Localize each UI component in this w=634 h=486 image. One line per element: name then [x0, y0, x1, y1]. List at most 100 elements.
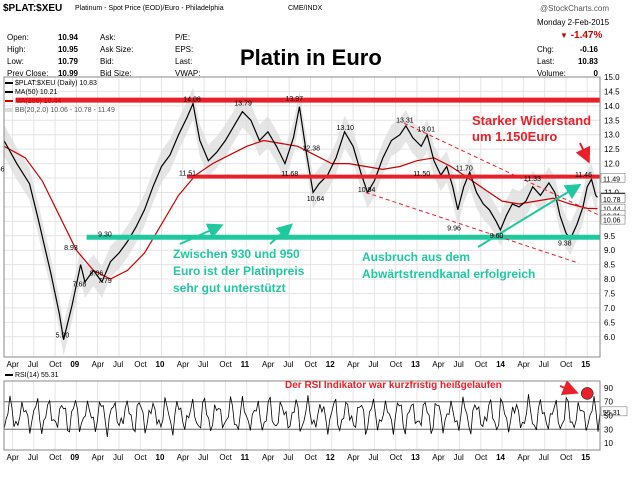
x-tick-label: 09: [70, 360, 79, 369]
x-tick-label: Apr: [92, 360, 105, 369]
price-label: 9.30: [98, 232, 112, 239]
legend-ma200-label: MA(200) 10.44: [14, 98, 62, 105]
quote-value-col1: 10.99: [57, 69, 78, 78]
x-tick-label: Oct: [134, 360, 147, 369]
y-tick-label: 7.5: [604, 289, 616, 298]
chart-description: Platinum - Spot Price (EOD)/Euro - Phila…: [75, 5, 224, 12]
right-scale-box: [600, 173, 626, 183]
quote-label-col2: Ask:: [100, 33, 116, 42]
rsi-value-box: [600, 406, 628, 417]
downtrend-channel-upper: [403, 122, 601, 217]
resistance-arrow: [575, 142, 591, 164]
rsi-x-tick-label: Apr: [432, 453, 445, 462]
rsi-x-tick-label: 09: [70, 453, 79, 462]
quote-value-right: -0.16: [579, 45, 598, 54]
price-label: 5.90: [56, 333, 70, 340]
y-tick-label: 12.5: [604, 145, 620, 154]
rsi-x-tick-label: 14: [496, 453, 505, 462]
rsi-x-tick-label: Jul: [198, 453, 208, 462]
x-tick-label: Jul: [539, 360, 549, 369]
quote-label-col3: P/E:: [175, 33, 191, 42]
x-tick-label: Jul: [283, 360, 293, 369]
rsi-x-tick-label: Apr: [7, 453, 20, 462]
x-tick-label: 15: [581, 360, 590, 369]
rsi-panel: 55.31: [3, 380, 628, 438]
rsi-x-tick-label: Oct: [134, 453, 147, 462]
price-label: 13.31: [396, 118, 414, 125]
x-tick-label: Oct: [49, 360, 62, 369]
price-label: 8.93: [64, 245, 78, 252]
rsi-x-tick-label: Jul: [283, 453, 293, 462]
price-label: 7.68: [73, 281, 87, 288]
rsi-y-tick-label: 50: [604, 412, 613, 421]
rsi-x-tick-label: Apr: [92, 453, 105, 462]
price-label: 11.68: [281, 171, 298, 178]
y-tick-label: 9.0: [604, 246, 616, 255]
rsi-line: [3, 394, 601, 438]
rsi-x-tick-label: Oct: [305, 453, 318, 462]
rsi-x-tick-label: Oct: [49, 453, 62, 462]
price-label: 13.10: [337, 125, 355, 132]
right-scale-value: 10.78: [603, 197, 621, 204]
quote-label-col2: Ask Size:: [100, 45, 134, 54]
legend-bb-swatch: [5, 108, 13, 113]
y-tick-label: 7.0: [604, 304, 616, 313]
rsi-x-tick-label: 13: [411, 453, 420, 462]
quote-label-col3: EPS:: [175, 45, 194, 54]
x-tick-label: 14: [496, 360, 505, 369]
x-tick-label: Jul: [454, 360, 464, 369]
right-scale-value: 11.49: [603, 176, 620, 183]
rsi-y-tick-label: 70: [604, 398, 613, 407]
rsi-x-tick-label: Jul: [539, 453, 549, 462]
x-tick-label: Oct: [305, 360, 318, 369]
quote-label-col2: Bid Size:: [100, 69, 132, 78]
x-tick-label: 12: [326, 360, 335, 369]
rsi-overbought-marker: [580, 387, 594, 400]
bollinger-band: [4, 87, 598, 356]
y-tick-label: 13.5: [604, 116, 620, 125]
rsi-y-tick-label: 30: [604, 425, 613, 434]
x-tick-label: Apr: [432, 360, 445, 369]
y-tick-label: 12.0: [604, 160, 620, 169]
legend-rsi: RSI(14) 55.31: [5, 372, 59, 379]
legend-ma50-swatch: [5, 91, 13, 94]
legend-rsi-label: RSI(14) 55.31: [14, 372, 59, 379]
price-label: 14.08: [183, 97, 201, 104]
chart-overlays: [16, 97, 601, 264]
quote-date: Monday 2-Feb-2015: [537, 18, 610, 27]
x-tick-label: Jul: [113, 360, 123, 369]
chart-symbol: $PLAT:$XEU: [3, 3, 63, 14]
rsi-x-tick-label: Apr: [517, 453, 530, 462]
chart-labels: 11.66 5.90 7.68 8.93 8.067.79 9.30 11.51 14.08 1…: [0, 96, 626, 340]
quote-label-col2: Bid:: [100, 57, 114, 66]
chart-exchange: CME/INDX: [288, 5, 323, 12]
quote-value-col1: 10.79: [57, 57, 78, 66]
x-tick-label: 11: [241, 360, 250, 369]
breakout-annotation-line2: Abwärtstrendkanal erfolgreich: [362, 267, 536, 281]
stockcharts-watermark: @StockCharts.com: [540, 4, 610, 13]
price-label: 10.64: [307, 196, 325, 203]
support-annotation-line1: Zwischen 930 und 950: [173, 247, 300, 261]
quote-label-right: Chg:: [537, 45, 554, 54]
legend-price: $PLAT:$XEU (Daily) 10.83: [5, 80, 97, 87]
breakout-annotation-line1: Ausbruch aus dem: [362, 250, 471, 264]
rsi-x-tick-label: Oct: [390, 453, 403, 462]
quote-label-right: Last:: [537, 57, 555, 66]
y-tick-label: 8.0: [604, 275, 616, 284]
resistance-annotation-line2: um 1.150Euro: [472, 129, 558, 144]
price-label: 11.66: [0, 166, 5, 173]
rsi-x-tick-label: 12: [326, 453, 335, 462]
legend-ma200: MA(200) 10.44: [5, 98, 61, 105]
rsi-panel-frame: [3, 380, 601, 451]
rsi-x-tick-label: Oct: [475, 453, 488, 462]
series-lines: [3, 101, 598, 340]
price-label: 9.96: [447, 225, 461, 232]
x-tick-label: Apr: [262, 360, 275, 369]
y-tick-label: 6.5: [604, 318, 616, 327]
price-label: 7.79: [98, 278, 112, 285]
quote-label-col1: Open:: [7, 33, 29, 42]
x-tick-label: Oct: [390, 360, 403, 369]
quote-label-col1: Prev Close:: [7, 69, 49, 78]
right-scale-box: [600, 214, 626, 225]
